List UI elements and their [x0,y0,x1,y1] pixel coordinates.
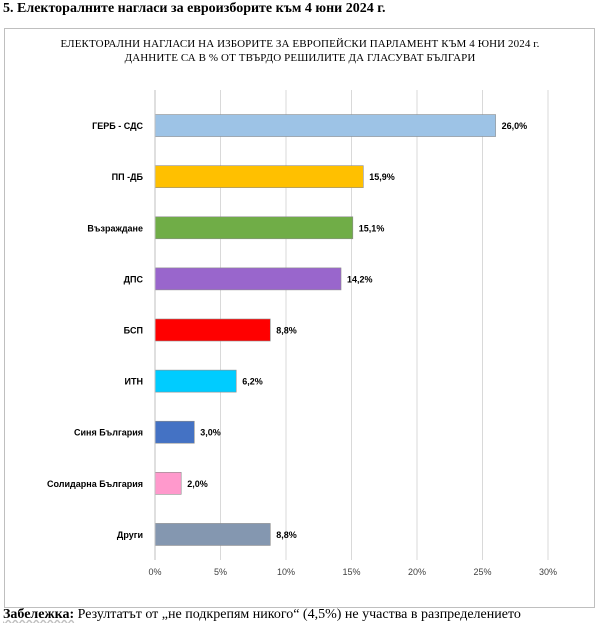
data-label: 6,2% [242,377,263,387]
bar [154,114,496,137]
data-label: 3,0% [200,428,221,438]
category-label: Синя България [74,428,143,438]
footnote-label: Забележка: [3,607,75,622]
x-tick-label: 15% [342,567,360,577]
chart-title: ЕЛЕКТОРАЛНИ НАГЛАСИ НА ИЗБОРИТЕ ЗА ЕВРОП… [60,38,540,50]
data-label: 8,8% [276,326,297,336]
data-label: 14,2% [347,274,373,284]
data-label: 26,0% [502,121,528,131]
footnote-text: Резултатът от „не подкрепям никого“ (4,5… [74,607,521,622]
data-label: 15,1% [359,223,385,233]
section-heading: 5. Електоралните нагласи за евроизборите… [3,1,386,16]
category-label: Възраждане [87,223,143,233]
data-label: 15,9% [369,172,395,182]
category-label: БСП [124,326,143,336]
x-tick-label: 10% [277,567,295,577]
bar [154,369,237,393]
chart-frame [4,28,595,608]
bar [154,267,342,291]
category-label: ПП -ДБ [112,172,144,182]
x-tick-label: 30% [539,567,557,577]
bar [154,165,364,188]
chart-subtitle: ДАННИТЕ СА В % ОТ ТВЪРДО РЕШИЛИТЕ ДА ГЛА… [124,52,476,64]
data-label: 8,8% [276,530,297,540]
bar [154,216,354,240]
category-label: Други [117,530,143,540]
category-label: ГЕРБ - СДС [92,121,143,131]
x-tick-label: 20% [408,567,426,577]
bar [154,472,182,495]
category-label: Солидарна България [47,479,143,489]
category-label: ДПС [124,274,144,284]
category-label: ИТН [125,377,143,387]
footnote: Забележка: Резултатът от „не подкрепям н… [3,607,600,623]
bar [154,318,271,342]
x-tick-label: 25% [473,567,491,577]
data-label: 2,0% [187,479,208,489]
bar [154,420,195,444]
bar [154,523,271,546]
x-tick-label: 0% [148,567,161,577]
x-tick-label: 5% [214,567,227,577]
